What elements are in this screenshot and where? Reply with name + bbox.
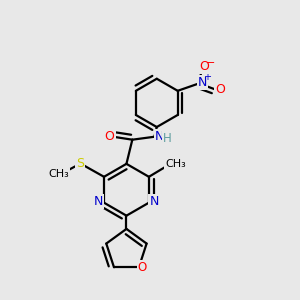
Text: CH₃: CH₃ — [165, 158, 186, 169]
Text: O: O — [215, 83, 225, 96]
Text: N: N — [149, 195, 159, 208]
Text: O: O — [199, 61, 209, 74]
Text: +: + — [203, 72, 211, 82]
Text: N: N — [94, 195, 104, 208]
Text: CH₃: CH₃ — [48, 169, 69, 179]
Text: N: N — [198, 76, 207, 89]
Text: S: S — [76, 157, 84, 170]
Text: −: − — [206, 58, 215, 68]
Text: H: H — [163, 132, 172, 145]
Text: O: O — [105, 130, 115, 143]
Text: N: N — [155, 130, 164, 143]
Text: O: O — [138, 261, 147, 274]
